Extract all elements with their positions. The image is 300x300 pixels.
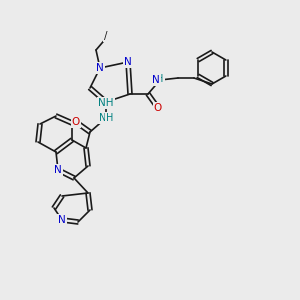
Text: O: O [72, 117, 80, 127]
Text: N: N [58, 215, 66, 225]
Text: /: / [104, 31, 108, 41]
Text: NH: NH [98, 98, 114, 108]
Text: H: H [156, 74, 164, 84]
Text: N: N [54, 165, 62, 175]
Text: N: N [124, 57, 132, 67]
Text: NH: NH [99, 113, 113, 123]
Text: O: O [154, 103, 162, 113]
Text: N: N [152, 75, 160, 85]
Text: N: N [96, 63, 104, 73]
Text: H: H [106, 113, 114, 123]
